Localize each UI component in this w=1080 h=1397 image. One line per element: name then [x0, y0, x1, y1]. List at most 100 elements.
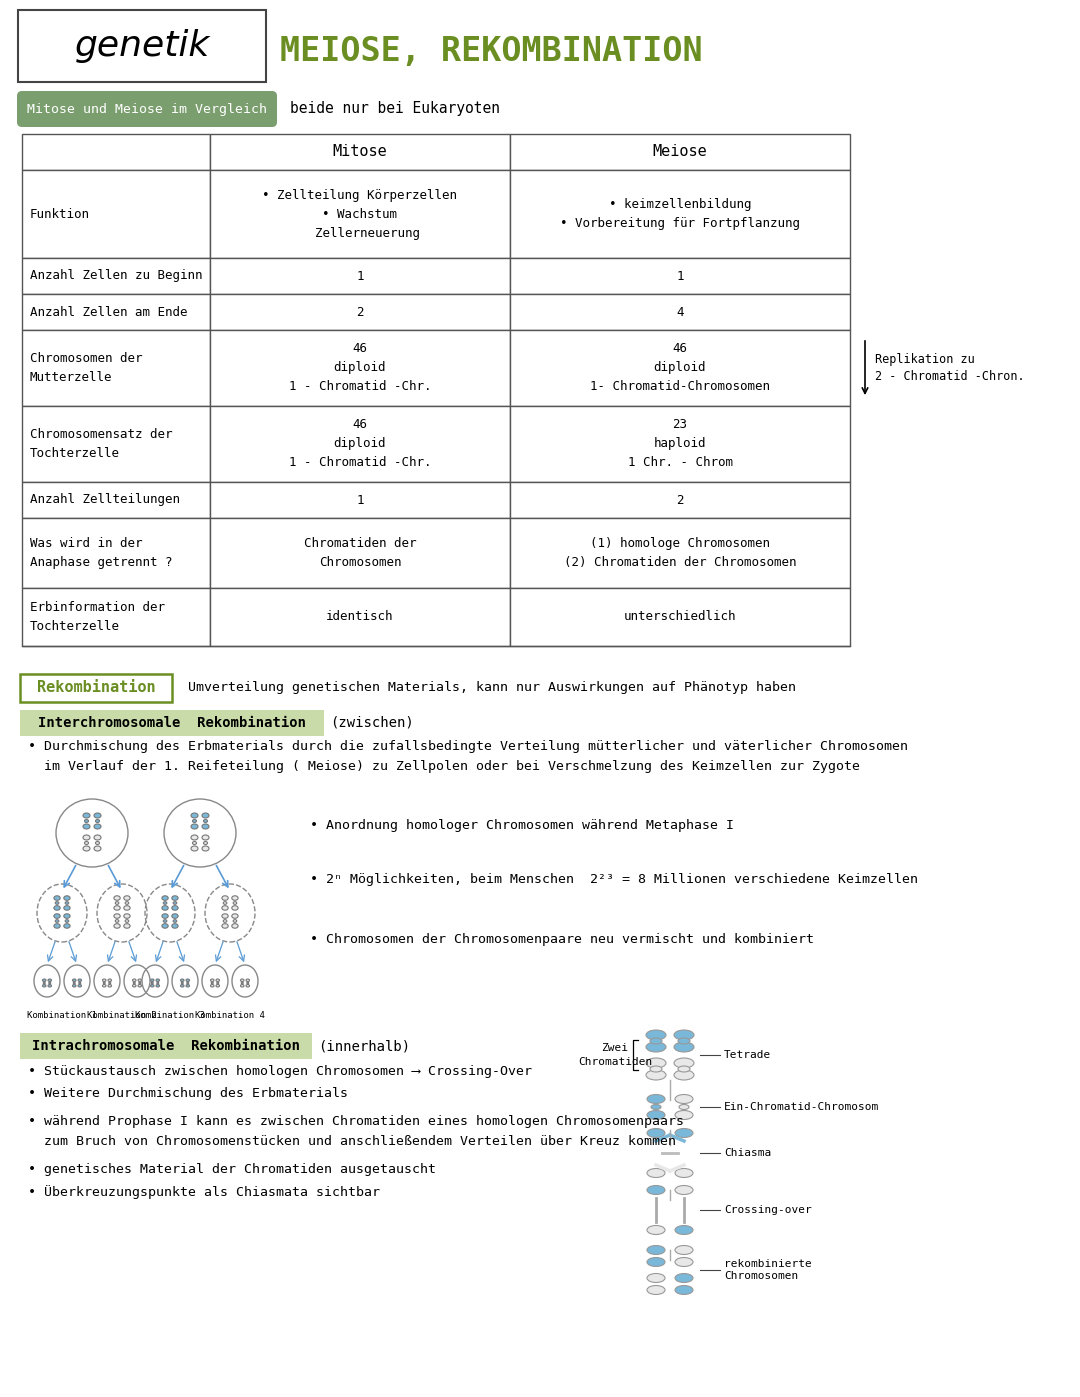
- Ellipse shape: [232, 914, 238, 918]
- Ellipse shape: [674, 1058, 694, 1067]
- Text: • Überkreuzungspunkte als Chiasmata sichtbar: • Überkreuzungspunkte als Chiasmata sich…: [28, 1185, 380, 1199]
- Ellipse shape: [646, 1042, 666, 1052]
- Ellipse shape: [113, 923, 120, 928]
- Ellipse shape: [113, 895, 120, 900]
- Text: Chromosomensatz der
Tochterzelle: Chromosomensatz der Tochterzelle: [30, 427, 173, 460]
- Text: Was wird in der
Anaphase getrennt ?: Was wird in der Anaphase getrennt ?: [30, 536, 173, 569]
- Ellipse shape: [163, 901, 166, 904]
- Ellipse shape: [55, 901, 58, 904]
- Ellipse shape: [647, 1257, 665, 1267]
- Text: Zwei
Chromatiden: Zwei Chromatiden: [578, 1044, 652, 1066]
- Bar: [210, 588, 510, 645]
- Ellipse shape: [162, 923, 168, 928]
- Ellipse shape: [95, 820, 99, 823]
- Ellipse shape: [647, 1129, 665, 1137]
- Ellipse shape: [172, 895, 178, 900]
- Text: (1) homologe Chromosomen
(2) Chromatiden der Chromosomen: (1) homologe Chromosomen (2) Chromatiden…: [564, 536, 796, 569]
- Text: 46
diploid
1- Chromatid-Chromosomen: 46 diploid 1- Chromatid-Chromosomen: [590, 342, 770, 394]
- Ellipse shape: [84, 820, 89, 823]
- Bar: [510, 134, 850, 170]
- FancyBboxPatch shape: [21, 710, 324, 736]
- Bar: [22, 330, 210, 407]
- Ellipse shape: [64, 914, 70, 918]
- Ellipse shape: [78, 985, 81, 988]
- Bar: [210, 134, 510, 170]
- Ellipse shape: [43, 982, 45, 983]
- Bar: [510, 293, 850, 330]
- Ellipse shape: [162, 905, 168, 911]
- Text: • Chromosomen der Chromosomenpaare neu vermischt und kombiniert: • Chromosomen der Chromosomenpaare neu v…: [310, 933, 814, 947]
- Bar: [18, 10, 266, 82]
- Ellipse shape: [216, 979, 219, 982]
- Ellipse shape: [192, 841, 197, 845]
- Bar: [210, 330, 510, 407]
- Text: genetik: genetik: [75, 29, 210, 63]
- Ellipse shape: [675, 1129, 693, 1137]
- Bar: [22, 134, 210, 170]
- Ellipse shape: [186, 979, 189, 982]
- Text: Chiasma: Chiasma: [724, 1148, 771, 1158]
- Ellipse shape: [42, 979, 46, 982]
- Bar: [210, 293, 510, 330]
- Ellipse shape: [103, 985, 106, 988]
- Text: Replikation zu
2 - Chromatid -Chron.: Replikation zu 2 - Chromatid -Chron.: [875, 352, 1025, 384]
- Bar: [22, 293, 210, 330]
- Ellipse shape: [212, 982, 213, 983]
- Ellipse shape: [675, 1225, 693, 1235]
- Bar: [22, 407, 210, 482]
- Ellipse shape: [157, 982, 159, 983]
- Ellipse shape: [679, 1105, 689, 1109]
- Text: im Verlauf der 1. Reifeteilung ( Meiose) zu Zellpolen oder bei Verschmelzung des: im Verlauf der 1. Reifeteilung ( Meiose)…: [28, 760, 860, 773]
- Ellipse shape: [83, 847, 90, 851]
- Ellipse shape: [84, 841, 89, 845]
- Ellipse shape: [172, 923, 178, 928]
- Ellipse shape: [221, 905, 228, 911]
- Bar: [22, 588, 210, 645]
- Ellipse shape: [232, 895, 238, 900]
- Ellipse shape: [94, 824, 102, 828]
- Ellipse shape: [42, 985, 46, 988]
- Ellipse shape: [646, 1030, 666, 1039]
- Ellipse shape: [48, 979, 52, 982]
- FancyBboxPatch shape: [21, 673, 172, 703]
- Text: Anzahl Zellen zu Beginn: Anzahl Zellen zu Beginn: [30, 270, 203, 282]
- Ellipse shape: [138, 982, 140, 983]
- FancyBboxPatch shape: [21, 1032, 312, 1059]
- Ellipse shape: [647, 1225, 665, 1235]
- Text: MEIOSE, REKOMBINATION: MEIOSE, REKOMBINATION: [280, 35, 703, 68]
- Ellipse shape: [54, 895, 60, 900]
- Ellipse shape: [54, 923, 60, 928]
- Bar: [510, 407, 850, 482]
- Ellipse shape: [647, 1246, 665, 1255]
- Ellipse shape: [191, 847, 198, 851]
- Ellipse shape: [64, 905, 70, 911]
- Ellipse shape: [156, 979, 160, 982]
- Ellipse shape: [64, 895, 70, 900]
- Bar: [22, 258, 210, 293]
- Ellipse shape: [173, 919, 177, 922]
- Ellipse shape: [124, 895, 130, 900]
- Ellipse shape: [675, 1111, 693, 1119]
- Ellipse shape: [113, 914, 120, 918]
- Ellipse shape: [180, 979, 184, 982]
- Text: Meiose: Meiose: [652, 144, 707, 159]
- Ellipse shape: [79, 982, 81, 983]
- Text: Crossing-over: Crossing-over: [724, 1206, 812, 1215]
- Ellipse shape: [650, 1066, 662, 1071]
- Ellipse shape: [150, 979, 154, 982]
- Ellipse shape: [647, 1186, 665, 1194]
- Text: rekombinierte
Chromosomen: rekombinierte Chromosomen: [724, 1259, 812, 1281]
- Ellipse shape: [202, 847, 210, 851]
- Text: 1: 1: [356, 270, 364, 282]
- Text: identisch: identisch: [326, 610, 394, 623]
- Ellipse shape: [675, 1246, 693, 1255]
- Ellipse shape: [65, 901, 69, 904]
- Bar: [510, 258, 850, 293]
- Text: • Anordnung homologer Chromosomen während Metaphase I: • Anordnung homologer Chromosomen währen…: [310, 819, 734, 831]
- Ellipse shape: [211, 985, 214, 988]
- Ellipse shape: [162, 895, 168, 900]
- Bar: [510, 330, 850, 407]
- Ellipse shape: [83, 824, 90, 828]
- Text: Chromatiden der
Chromosomen: Chromatiden der Chromosomen: [303, 536, 416, 569]
- Ellipse shape: [233, 919, 237, 922]
